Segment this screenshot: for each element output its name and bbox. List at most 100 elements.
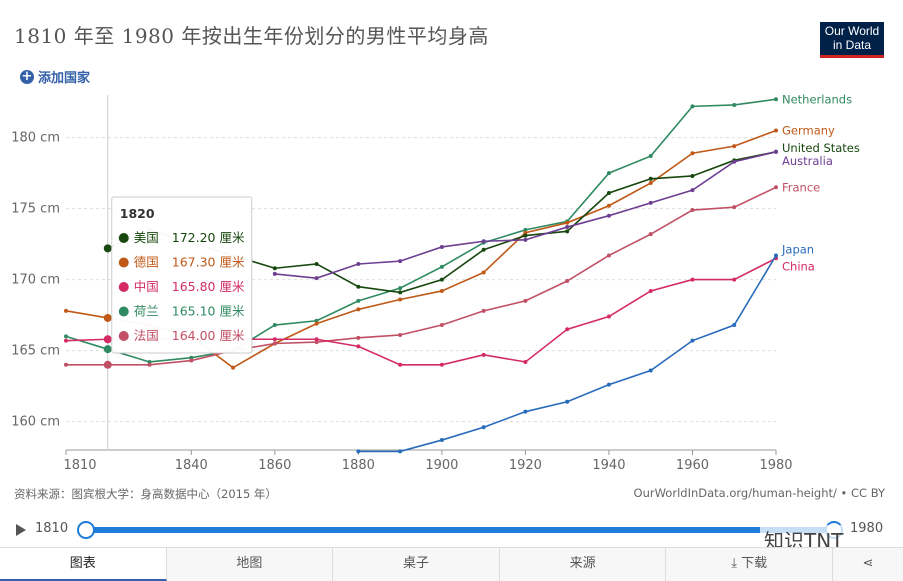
data-point — [523, 227, 528, 232]
tooltip-country: 德国 — [134, 255, 159, 270]
data-point — [272, 337, 277, 342]
data-point — [732, 205, 737, 210]
data-point — [690, 338, 695, 343]
data-point — [606, 213, 611, 218]
data-point — [648, 288, 653, 293]
data-point — [774, 128, 778, 133]
data-point — [398, 286, 403, 291]
tooltip-country: 美国 — [134, 230, 159, 245]
data-point — [147, 359, 152, 364]
source-url[interactable]: OurWorldInData.org/human-height/ • CC BY — [633, 486, 885, 500]
data-point — [481, 352, 486, 357]
data-point — [103, 335, 112, 344]
data-point — [523, 298, 528, 303]
tooltip-swatch — [118, 331, 129, 341]
x-tick-label: 1840 — [175, 458, 208, 473]
timeline-start-handle[interactable] — [77, 521, 95, 539]
series-label: China — [782, 259, 815, 273]
x-tick-label: 1810 — [63, 458, 96, 473]
y-tick-label: 180 cm — [11, 131, 60, 146]
data-point — [690, 188, 695, 193]
x-tick-label: 1940 — [592, 458, 625, 473]
tab-map[interactable]: 地图 — [167, 548, 334, 581]
data-point — [189, 355, 194, 360]
data-point — [272, 266, 277, 271]
tooltip-value: 165.80 厘米 — [172, 279, 245, 294]
play-icon[interactable] — [16, 524, 26, 536]
data-point — [690, 104, 695, 109]
data-point — [64, 334, 68, 339]
series-label: Australia — [782, 154, 833, 168]
data-point — [606, 190, 611, 195]
data-point — [690, 151, 695, 156]
x-tick-label: 1980 — [759, 458, 792, 473]
x-tick-label: 1880 — [342, 458, 375, 473]
x-tick-label: 1960 — [676, 458, 709, 473]
data-point — [439, 288, 444, 293]
data-point — [356, 298, 361, 303]
add-country-button[interactable]: + 添加国家 — [20, 67, 90, 86]
data-point — [774, 97, 778, 102]
data-point — [732, 159, 737, 164]
data-point — [272, 341, 277, 346]
data-point — [774, 185, 778, 190]
data-point — [314, 337, 319, 342]
data-point — [64, 308, 68, 313]
series-label: France — [782, 180, 820, 194]
data-point — [523, 359, 528, 364]
data-point — [398, 362, 403, 367]
data-point — [523, 237, 528, 242]
source-note: 资料来源：图宾根大学：身高数据中心（2015 年） — [14, 487, 277, 501]
data-point — [439, 264, 444, 269]
tooltip-country: 中国 — [134, 279, 159, 294]
data-point — [103, 313, 112, 322]
data-point — [565, 220, 570, 225]
data-point — [565, 327, 570, 332]
series-label: United States — [782, 141, 860, 155]
data-point — [481, 247, 486, 252]
data-point — [356, 335, 361, 340]
data-point — [64, 338, 68, 343]
data-point — [648, 181, 653, 186]
data-point — [439, 244, 444, 249]
add-country-label: 添加国家 — [38, 71, 91, 86]
data-point — [272, 271, 277, 276]
data-point — [398, 449, 403, 454]
data-point — [732, 144, 737, 149]
tooltip-swatch — [118, 282, 129, 292]
data-point — [523, 233, 528, 238]
timeline-track[interactable] — [84, 527, 832, 533]
line-chart[interactable]: 160 cm 165 cm 170 cm 175 cm 180 cm 1810 1840 18… — [0, 0, 903, 510]
owid-logo[interactable]: Our World in Data — [820, 22, 884, 58]
tab-download[interactable]: ⤓ 下载 — [666, 548, 833, 581]
data-point — [398, 290, 403, 295]
data-point — [606, 382, 611, 387]
tab-table[interactable]: 桌子 — [333, 548, 500, 581]
data-point — [481, 308, 486, 313]
data-point — [231, 365, 236, 370]
data-point — [356, 307, 361, 312]
tooltip-value: 165.10 厘米 — [172, 304, 245, 319]
tooltip-swatch — [118, 257, 129, 268]
tooltip-year: 1820 — [120, 206, 155, 221]
series-label: Japan — [781, 242, 814, 256]
data-point — [648, 200, 653, 205]
data-point — [565, 399, 570, 404]
share-icon: ⋖ — [862, 556, 874, 571]
logo-line-1: Our World — [824, 24, 880, 38]
data-point — [356, 284, 361, 289]
data-point — [606, 314, 611, 319]
tab-sources[interactable]: 来源 — [500, 548, 667, 581]
data-point — [690, 208, 695, 213]
series-label: Germany — [782, 124, 835, 138]
share-button[interactable]: ⋖ — [833, 548, 903, 581]
data-point — [523, 409, 528, 414]
data-point — [690, 277, 695, 282]
data-point — [565, 229, 570, 234]
series-line-france — [66, 186, 777, 366]
tab-chart[interactable]: 图表 — [0, 548, 167, 581]
x-tick-label: 1900 — [425, 458, 458, 473]
data-point — [648, 368, 653, 373]
tooltip-value: 172.20 厘米 — [172, 230, 245, 245]
tooltip-country: 荷兰 — [134, 304, 159, 319]
